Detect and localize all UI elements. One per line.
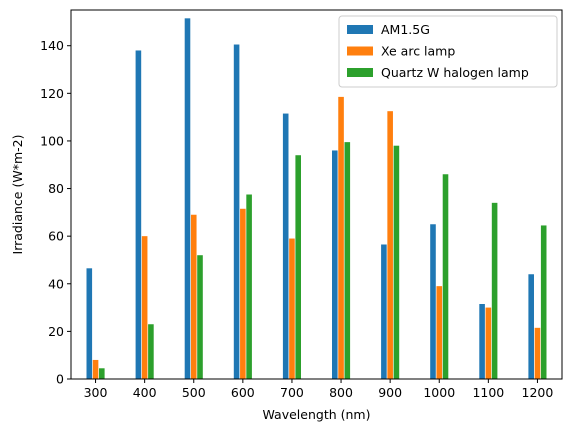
bar <box>430 224 436 379</box>
bar <box>393 145 400 379</box>
bar <box>92 359 99 379</box>
bar <box>246 194 252 379</box>
y-tick-label: 0 <box>56 372 64 387</box>
legend-label: Xe arc lamp <box>381 44 455 59</box>
bar <box>282 113 289 379</box>
x-tick-label: 500 <box>182 385 206 400</box>
legend-box <box>338 15 558 88</box>
x-tick-label: 900 <box>378 385 402 400</box>
plot-frame <box>70 9 563 380</box>
bar <box>436 286 443 379</box>
bar <box>184 18 191 380</box>
bar <box>99 368 105 379</box>
bar <box>528 274 534 379</box>
bar <box>197 255 203 379</box>
legend-label: AM1.5G <box>381 22 430 37</box>
x-axis-label: Wavelength (nm) <box>263 407 371 422</box>
x-tick-label: 700 <box>280 385 304 400</box>
y-tick-label: 80 <box>48 181 64 196</box>
x-tick-label: 800 <box>329 385 353 400</box>
bar <box>338 96 344 379</box>
bar <box>233 44 240 380</box>
bar <box>485 307 492 379</box>
x-tick-label: 1000 <box>423 385 455 400</box>
bar <box>344 142 351 379</box>
bar <box>240 208 246 379</box>
bar <box>381 244 387 379</box>
legend-swatch <box>347 46 373 56</box>
x-tick-label: 1100 <box>472 385 504 400</box>
x-tick-label: 1200 <box>522 385 554 400</box>
y-tick-label: 60 <box>48 229 64 244</box>
bar <box>491 202 498 379</box>
bar <box>295 155 301 379</box>
bars-group <box>86 18 547 380</box>
bar <box>190 214 197 379</box>
bar <box>332 150 338 379</box>
bar <box>148 324 154 379</box>
x-tick-label: 400 <box>133 385 157 400</box>
x-tick-label: 300 <box>84 385 108 400</box>
bar <box>534 327 541 379</box>
legend-label: Quartz W halogen lamp <box>381 65 529 80</box>
x-axis-ticks: 300 400 500 600 700 800 900 1000 1100 1200 <box>84 379 554 400</box>
y-tick-label: 40 <box>48 276 64 291</box>
y-tick-label: 100 <box>40 133 64 148</box>
y-axis-ticks: 0 20 40 60 80 100 120 140 <box>40 38 71 387</box>
legend-swatch <box>347 25 373 34</box>
legend-swatch <box>347 68 373 77</box>
bar <box>141 236 148 379</box>
y-tick-label: 120 <box>40 86 64 101</box>
x-tick-label: 600 <box>231 385 255 400</box>
bar <box>289 238 295 379</box>
y-tick-label: 20 <box>48 324 64 339</box>
bar <box>135 50 142 379</box>
y-axis-label: Irradiance (W*m-2) <box>10 135 25 255</box>
legend: AM1.5G Xe arc lamp Quartz W halogen lamp <box>338 15 558 88</box>
bar <box>479 304 485 379</box>
bar <box>387 111 393 380</box>
bar <box>540 225 547 379</box>
bar <box>86 268 93 379</box>
y-tick-label: 140 <box>40 38 64 53</box>
bar <box>442 174 449 379</box>
